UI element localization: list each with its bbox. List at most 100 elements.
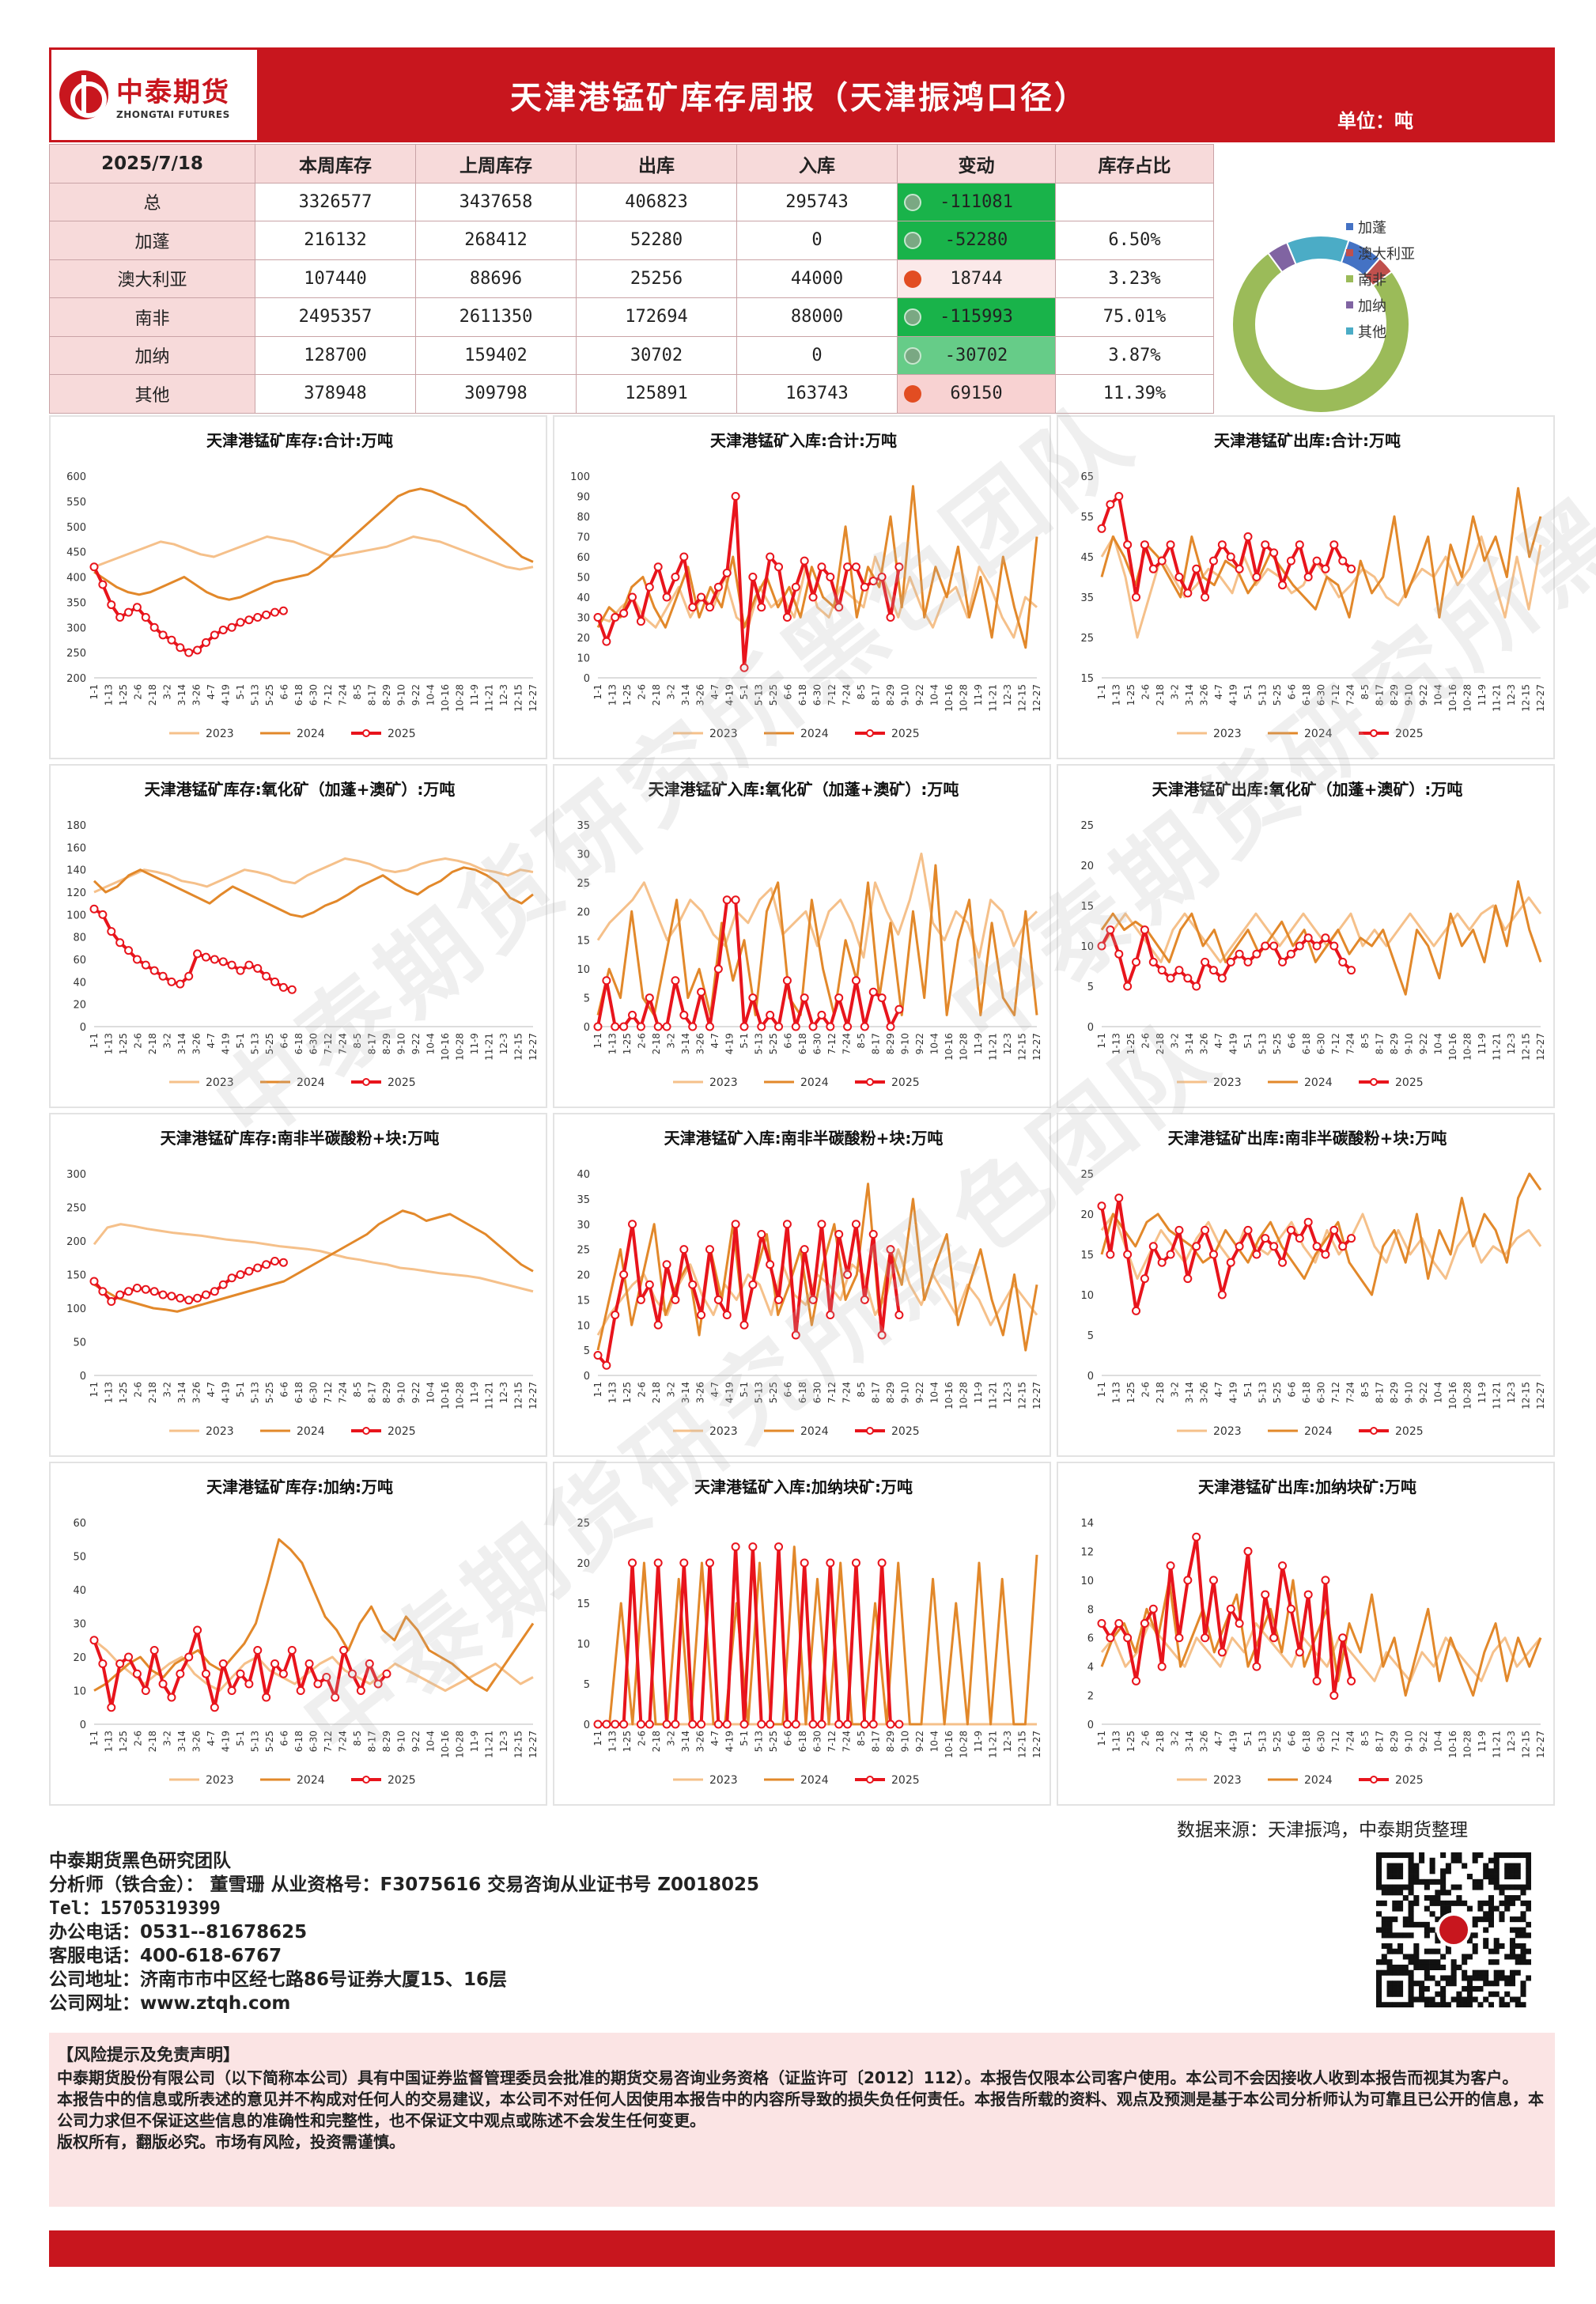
x-tick-label: 12-27 — [1535, 1033, 1546, 1061]
series-point — [1338, 1633, 1348, 1643]
x-tick-label: 3-26 — [191, 1033, 202, 1054]
x-tick-label: 12-3 — [1506, 1382, 1517, 1403]
legend-label: 2024 — [1304, 1425, 1333, 1438]
x-tick-label: 8-5 — [856, 684, 867, 700]
x-tick-label: 3-26 — [695, 1382, 706, 1403]
series-point — [1183, 588, 1193, 598]
series-point — [868, 577, 878, 586]
x-tick-label: 4-7 — [206, 1033, 217, 1049]
x-tick-label: 3-14 — [680, 684, 691, 706]
x-tick-label: 2-18 — [1155, 1731, 1166, 1752]
x-tick-label: 1-1 — [1096, 1382, 1107, 1398]
legend-label: 加纳 — [1358, 297, 1386, 315]
x-tick-label: 7-24 — [1345, 1033, 1356, 1054]
x-tick-label: 1-13 — [1111, 1731, 1122, 1752]
legend-label: 南非 — [1358, 271, 1386, 289]
series-point — [843, 562, 853, 572]
x-tick-label: 12-15 — [1521, 1382, 1532, 1409]
series-point — [697, 592, 706, 602]
y-tick-label: 40 — [577, 1169, 590, 1181]
series-point — [826, 1311, 835, 1319]
disclaimer-p2: 本报告中的信息或所表述的意见并不构成对任何人的交易建议，本公司不对任何人因使用本… — [57, 2090, 1544, 2130]
series-line-2023 — [1100, 1622, 1542, 1682]
legend-label: 2025 — [891, 1076, 920, 1089]
legend-label: 2025 — [1395, 1774, 1424, 1787]
team-name: 中泰期货黑色研究团队 — [49, 1851, 231, 1871]
legend-label: 2024 — [800, 1425, 829, 1438]
x-tick-label: 7-24 — [841, 684, 853, 706]
series-point — [662, 1022, 671, 1031]
series-point — [304, 1659, 314, 1668]
legend-swatch — [1346, 327, 1353, 335]
series-point — [98, 1659, 108, 1668]
legend-marker — [1370, 1427, 1378, 1435]
cell-this-week: 3326577 — [255, 182, 416, 221]
series-point — [167, 1693, 176, 1702]
x-tick-label: 10-16 — [1447, 1382, 1458, 1409]
series-point — [124, 607, 134, 617]
x-tick-label: 10-4 — [929, 1033, 940, 1054]
x-tick-label: 6-6 — [279, 684, 290, 700]
series-point — [808, 1295, 818, 1304]
series-point — [124, 1652, 134, 1662]
x-tick-label: 11-21 — [1492, 1382, 1503, 1409]
series-line-2024 — [598, 1545, 1038, 1726]
x-tick-label: 8-5 — [1360, 1731, 1371, 1746]
row-name: 澳大利亚 — [49, 259, 255, 298]
x-tick-label: 12-15 — [513, 1382, 524, 1409]
chart-title: 天津港锰矿入库:加纳块矿:万吨 — [694, 1477, 913, 1496]
table-row: 澳大利亚 107440 88696 25256 44000 18744 3.23% — [49, 259, 1214, 298]
series-point — [89, 1636, 99, 1645]
series-point — [149, 622, 159, 632]
legend-label: 2023 — [206, 1774, 234, 1787]
x-tick-label: 12-15 — [1521, 1033, 1532, 1061]
x-tick-label: 9-10 — [900, 1382, 911, 1403]
series-line-2024 — [93, 1538, 535, 1692]
legend-label: 其他 — [1358, 323, 1386, 341]
x-tick-label: 4-19 — [1228, 1731, 1239, 1752]
x-tick-label: 10-16 — [440, 1382, 451, 1409]
y-tick-label: 5 — [584, 1345, 590, 1357]
x-tick-label: 1-1 — [592, 1033, 603, 1049]
x-tick-label: 10-16 — [440, 684, 451, 712]
series-point — [270, 607, 280, 617]
x-tick-label: 10-4 — [929, 684, 940, 706]
series-point — [1192, 1242, 1201, 1251]
x-tick-label: 3-2 — [1170, 1033, 1181, 1049]
x-tick-label: 10-4 — [1433, 1382, 1444, 1403]
series-point — [671, 1295, 680, 1304]
x-tick-label: 12-15 — [513, 1731, 524, 1758]
series-point — [1174, 966, 1184, 975]
x-tick-label: 6-30 — [308, 684, 320, 706]
y-tick-label: 2 — [1087, 1691, 1094, 1703]
cell-this-week: 2495357 — [255, 297, 416, 337]
chart-title: 天津港锰矿入库:南非半碳酸粉+块:万吨 — [664, 1129, 944, 1148]
x-tick-label: 8-5 — [352, 1033, 363, 1049]
x-tick-label: 1-13 — [607, 1382, 618, 1403]
series-point — [1140, 540, 1149, 550]
x-tick-label: 2-18 — [1155, 1033, 1166, 1054]
change-value: -111081 — [940, 191, 1013, 212]
series-point — [877, 1558, 887, 1568]
table-row: 加纳 128700 159402 30702 0 -30702 3.87% — [49, 335, 1214, 375]
legend-label: 2024 — [1304, 1076, 1333, 1089]
x-tick-label: 7-12 — [826, 1382, 838, 1403]
cell-share: 11.39% — [1055, 374, 1214, 414]
x-tick-label: 7-12 — [1330, 1033, 1341, 1054]
series-point — [176, 643, 185, 653]
x-tick-label: 6-30 — [1316, 1731, 1327, 1752]
cell-this-week: 216132 — [255, 221, 416, 260]
series-point — [877, 573, 887, 581]
series-point — [731, 492, 740, 501]
series-point — [1295, 1234, 1304, 1243]
x-tick-label: 10-28 — [1462, 1382, 1473, 1409]
series-point — [593, 1351, 603, 1360]
series-point — [739, 1719, 749, 1729]
series-point — [141, 613, 150, 622]
series-point — [1183, 1576, 1193, 1585]
series-point — [1201, 592, 1210, 602]
series-point — [877, 1330, 887, 1340]
cell-change: -115993 — [897, 297, 1056, 337]
x-tick-label: 5-25 — [264, 1382, 275, 1403]
